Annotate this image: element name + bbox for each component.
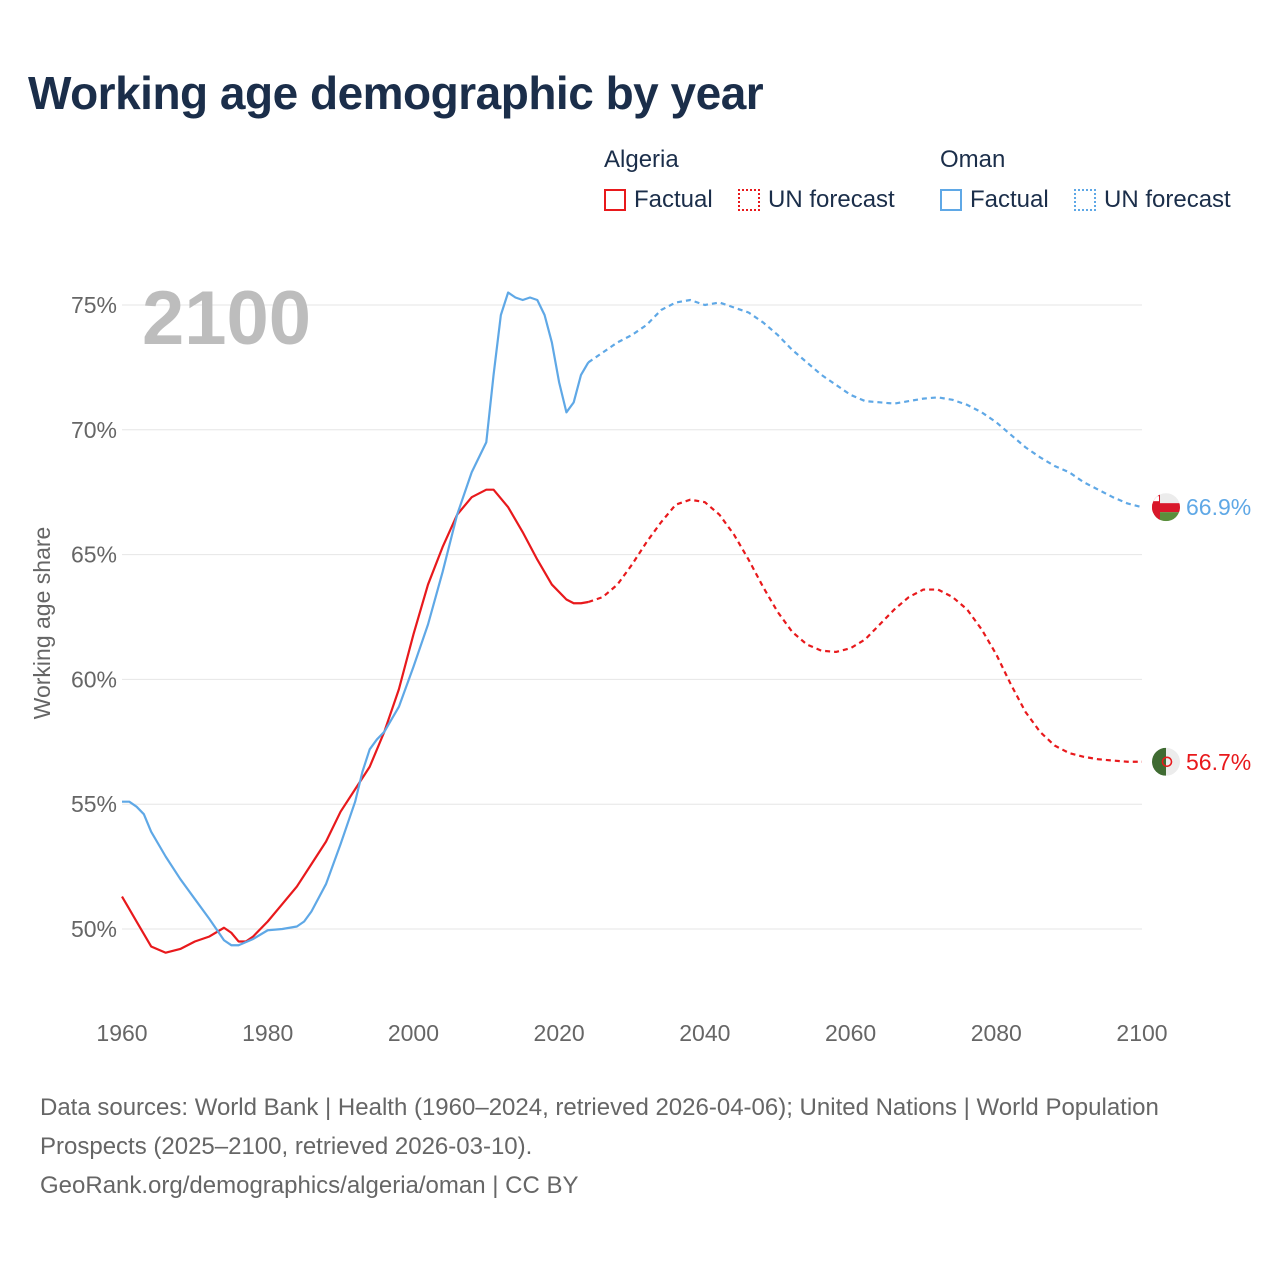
legend-group-algeria: Algeria Factual UN forecast (604, 146, 924, 226)
series-lines (121, 291, 1143, 954)
series-end-markers: 56.7% 66.9% (1152, 493, 1251, 776)
legend-item-oman-forecast[interactable]: UN forecast (1074, 186, 1231, 214)
legend-swatch-solid (604, 189, 626, 211)
legend-label: Factual (634, 186, 713, 213)
legend-swatch-solid (940, 189, 962, 211)
y-axis-label: Working age share (29, 527, 55, 720)
x-tick-label: 2100 (1116, 1020, 1167, 1046)
footer-sources: Data sources: World Bank | Health (1960–… (40, 1094, 1159, 1160)
year-watermark: 2100 (142, 276, 311, 361)
oman-forecast-line[interactable] (587, 298, 1143, 509)
legend-label: Factual (970, 186, 1049, 213)
legend-group-label-algeria: Algeria (604, 146, 679, 173)
y-tick-label: 70% (71, 417, 117, 443)
x-tick-label: 2080 (971, 1020, 1022, 1046)
algeria-end-value-label: 56.7% (1186, 749, 1251, 775)
algeria-flag-icon (1152, 747, 1180, 776)
oman-end-value-label: 66.9% (1186, 494, 1251, 520)
legend-group-oman: Oman Factual UN forecast (940, 146, 1260, 226)
y-tick-label: 50% (71, 916, 117, 942)
footer: Data sources: World Bank | Health (1960–… (40, 1088, 1160, 1205)
y-tick-label: 55% (71, 791, 117, 817)
algeria-forecast-line[interactable] (587, 498, 1142, 763)
y-axis: 50% 55% 60% 65% 70% 75% (71, 292, 117, 942)
legend-item-algeria-forecast[interactable]: UN forecast (738, 186, 895, 214)
legend-swatch-dotted (738, 189, 760, 211)
y-tick-label: 60% (71, 666, 117, 692)
oman-factual-line[interactable] (122, 291, 590, 947)
oman-flag-icon (1152, 493, 1180, 522)
x-tick-label: 1960 (96, 1020, 147, 1046)
legend-swatch-dotted (1074, 189, 1096, 211)
legend-item-algeria-factual[interactable]: Factual (604, 186, 713, 214)
x-tick-label: 2040 (679, 1020, 730, 1046)
x-tick-label: 1980 (242, 1020, 293, 1046)
line-chart: 50% 55% 60% 65% 70% 75% 1960 1980 2000 2020 2040 2… (29, 276, 1251, 1046)
y-tick-label: 75% (71, 292, 117, 318)
gridlines (122, 304, 1142, 930)
y-tick-label: 65% (71, 542, 117, 568)
x-axis: 1960 1980 2000 2020 2040 2060 2080 2100 (96, 1020, 1167, 1046)
legend-item-oman-factual[interactable]: Factual (940, 186, 1049, 214)
legend-label: UN forecast (1104, 186, 1231, 213)
x-tick-label: 2060 (825, 1020, 876, 1046)
x-tick-label: 2020 (534, 1020, 585, 1046)
chart-title: Working age demographic by year (28, 67, 764, 119)
x-tick-label: 2000 (388, 1020, 439, 1046)
legend-label: UN forecast (768, 186, 895, 213)
footer-credit[interactable]: GeoRank.org/demographics/algeria/oman | … (40, 1172, 579, 1199)
algeria-factual-line[interactable] (121, 488, 589, 954)
legend-group-label-oman: Oman (940, 146, 1006, 173)
